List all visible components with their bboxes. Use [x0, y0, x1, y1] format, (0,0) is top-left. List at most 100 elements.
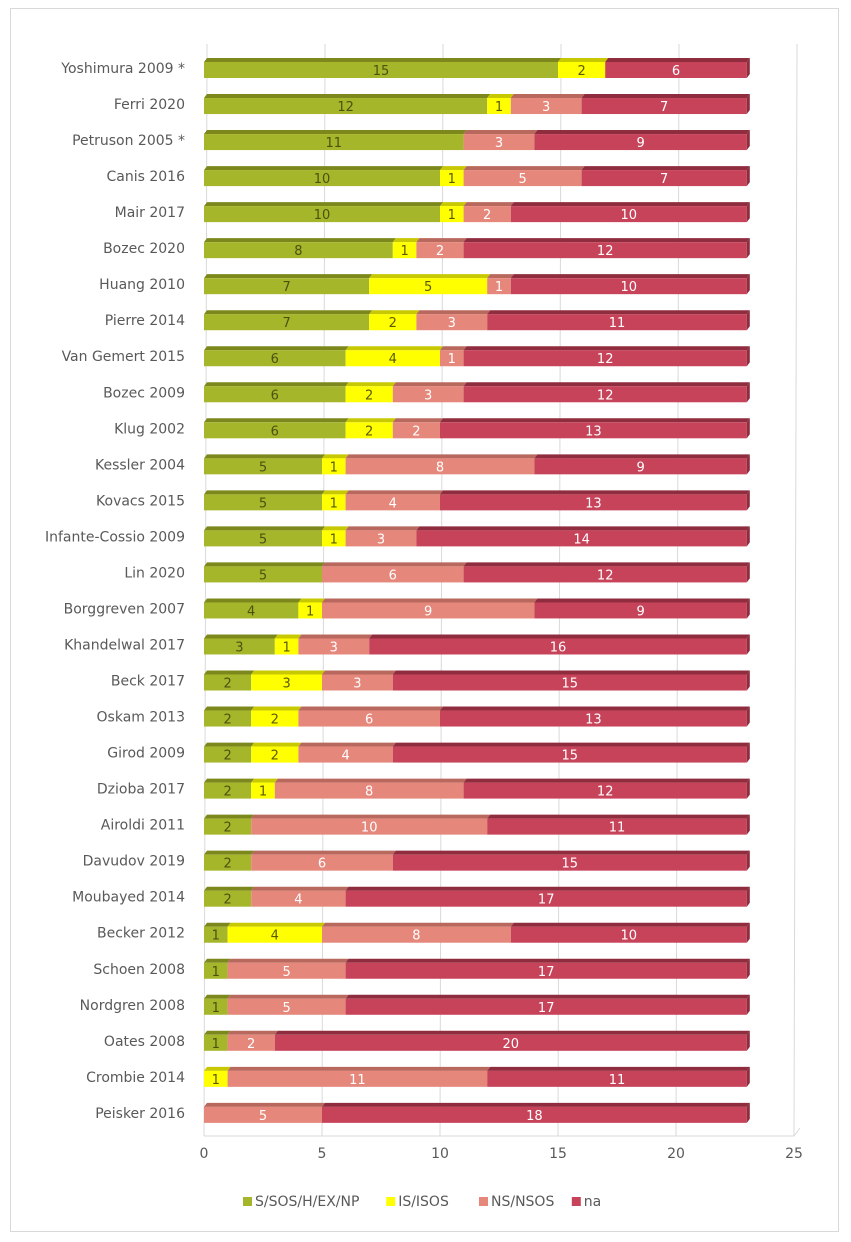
data-label: 16	[550, 640, 567, 655]
data-label: 2	[365, 388, 373, 403]
data-label: 20	[503, 1037, 520, 1052]
category-label: Beck 2017	[111, 674, 185, 690]
data-label: 3	[282, 677, 290, 692]
bar-segment	[440, 422, 747, 439]
bar-end-face	[746, 706, 750, 727]
bar-segment-top	[204, 1102, 325, 1107]
category-label: Kovacs 2015	[96, 493, 185, 509]
category-label: Peisker 2016	[95, 1106, 185, 1122]
category-label: Canis 2016	[107, 169, 186, 185]
x-tick-label: 10	[431, 1146, 449, 1162]
bar-segment-top	[487, 310, 750, 315]
bar-segment	[204, 98, 488, 115]
data-label: 12	[597, 568, 614, 583]
bar-segment-top	[440, 418, 750, 423]
bar-segment	[510, 98, 582, 115]
bar-segment	[345, 494, 440, 511]
bar-segment	[345, 962, 747, 979]
data-label: 5	[518, 172, 526, 187]
bar-segment	[487, 818, 747, 835]
data-label: 3	[424, 388, 432, 403]
bar-segment-top	[204, 886, 255, 891]
bar-end-face	[746, 1066, 750, 1087]
bar-segment	[440, 206, 464, 223]
data-label: 1	[212, 1001, 220, 1016]
bar-segment	[274, 1034, 747, 1051]
bar-segment-top	[204, 778, 255, 783]
x-tick-label: 0	[200, 1146, 209, 1162]
data-label: 2	[271, 749, 279, 764]
category-label: Huang 2010	[99, 277, 185, 293]
data-label: 2	[223, 677, 231, 692]
bar-segment-top	[251, 670, 325, 675]
bar-end-face	[746, 490, 750, 511]
bar-segment-top	[298, 634, 373, 639]
bar-segment	[251, 746, 299, 763]
bar-segment-top	[204, 1030, 231, 1035]
bar-segment	[251, 818, 488, 835]
bar-segment	[345, 386, 393, 403]
bar-segment-top	[204, 526, 325, 531]
bar-segment	[510, 926, 747, 943]
bar-segment	[463, 206, 511, 223]
bar-segment-top	[251, 850, 396, 855]
bar-end-face	[746, 958, 750, 979]
category-label: Ferri 2020	[114, 97, 185, 113]
bar-end-face	[746, 634, 750, 655]
data-label: 12	[597, 244, 614, 259]
bar-end-face	[746, 778, 750, 799]
category-label: Crombie 2014	[86, 1070, 185, 1086]
bar-segment	[204, 314, 370, 331]
data-label: 9	[636, 604, 644, 619]
data-label: 8	[436, 460, 444, 475]
category-label: Infante-Cossio 2009	[45, 529, 185, 545]
bar-end-face	[746, 238, 750, 259]
data-label: 8	[412, 929, 420, 944]
bar-segment	[251, 674, 322, 691]
data-label: 1	[495, 100, 503, 115]
bar-end-face	[746, 742, 750, 763]
data-label: 11	[609, 821, 626, 836]
data-label: 6	[271, 424, 279, 439]
bar-segment	[534, 602, 747, 619]
bar-segment-top	[227, 958, 349, 963]
bar-segment	[204, 674, 252, 691]
bar-segment-top	[204, 742, 255, 747]
data-label: 2	[223, 749, 231, 764]
bar-segment-top	[274, 634, 302, 639]
bar-segment-top	[487, 94, 514, 99]
data-label: 1	[400, 244, 408, 259]
bar-segment	[369, 314, 417, 331]
data-label: 12	[597, 352, 614, 367]
data-label: 6	[389, 568, 397, 583]
data-label: 10	[314, 172, 331, 187]
data-label: 5	[259, 1109, 267, 1124]
bar-segment-top	[345, 454, 538, 459]
data-label: 3	[235, 640, 243, 655]
data-label: 15	[562, 857, 579, 872]
bar-segment	[204, 602, 299, 619]
data-label: 7	[660, 100, 668, 115]
bar-segment	[440, 494, 747, 511]
bar-segment	[204, 206, 440, 223]
bar-segment-top	[392, 418, 443, 423]
data-label: 12	[597, 388, 614, 403]
data-label: 10	[314, 208, 331, 223]
bar-segment-top	[510, 922, 750, 927]
bar-segment	[204, 134, 464, 151]
data-label: 12	[337, 100, 354, 115]
bar-segment	[298, 638, 370, 655]
data-label: 2	[247, 1037, 255, 1052]
data-label: 13	[585, 424, 602, 439]
bar-segment-top	[534, 130, 750, 135]
bar-segment-top	[204, 922, 231, 927]
data-label: 10	[361, 821, 378, 836]
data-label: 5	[282, 965, 290, 980]
bar-segment	[204, 782, 252, 799]
bar-segment	[487, 314, 747, 331]
data-label: 1	[448, 352, 456, 367]
data-label: 6	[271, 352, 279, 367]
category-label: Khandelwal 2017	[64, 637, 185, 653]
category-label: Van Gemert 2015	[62, 349, 185, 365]
data-label: 11	[326, 136, 343, 151]
